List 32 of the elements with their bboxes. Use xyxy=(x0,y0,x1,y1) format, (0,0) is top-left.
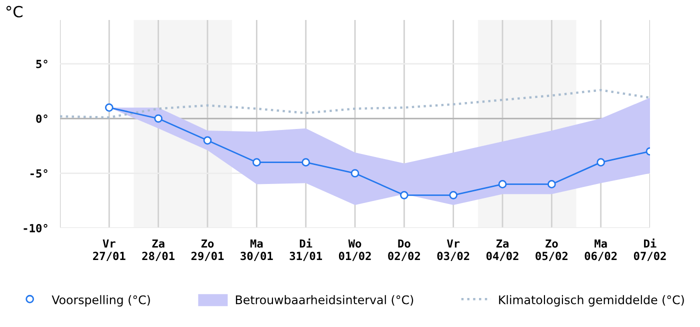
text: Betrouwbaarheidsinterval (°C) xyxy=(236,295,414,306)
x-tick-label: Wo 01/02 xyxy=(338,239,371,262)
x-tick-label: Zo 05/02 xyxy=(536,239,568,262)
y-axis-title: °C xyxy=(6,6,22,18)
y-tick-label: 5° xyxy=(36,60,48,68)
point xyxy=(449,190,458,200)
x-tick-label: Ma 06/02 xyxy=(584,239,617,262)
x-tick-label: Ma 30/01 xyxy=(240,239,273,262)
y-tick-label: -5° xyxy=(30,169,48,178)
point xyxy=(596,158,605,166)
x-tick-label: Vr 27/01 xyxy=(93,239,126,262)
x-tick-label: Vr 03/02 xyxy=(437,239,470,262)
legend-label: Voorspelling (°C) xyxy=(52,295,150,307)
point xyxy=(154,114,162,123)
point xyxy=(400,190,408,200)
legend-label: Klimatologisch gemiddelde (°C) xyxy=(499,295,684,307)
x-tick-label: Di 07/02 xyxy=(634,238,666,262)
point xyxy=(498,180,507,188)
point xyxy=(105,103,114,112)
y-tick-label: 0° xyxy=(36,114,48,123)
x-tick-label: Zo 29/01 xyxy=(191,239,224,262)
y-tick-label: -10° xyxy=(24,224,48,232)
line-series xyxy=(60,88,650,119)
x-tick-label: Do 02/02 xyxy=(388,239,420,262)
x-tick-label: Di 31/01 xyxy=(290,238,322,262)
x-tick-label: Za 04/02 xyxy=(486,239,518,262)
point xyxy=(302,158,310,166)
x-tick-label: Za 28/01 xyxy=(142,239,175,262)
point xyxy=(203,136,212,145)
point xyxy=(252,158,261,166)
point xyxy=(548,180,556,188)
point xyxy=(350,169,360,178)
